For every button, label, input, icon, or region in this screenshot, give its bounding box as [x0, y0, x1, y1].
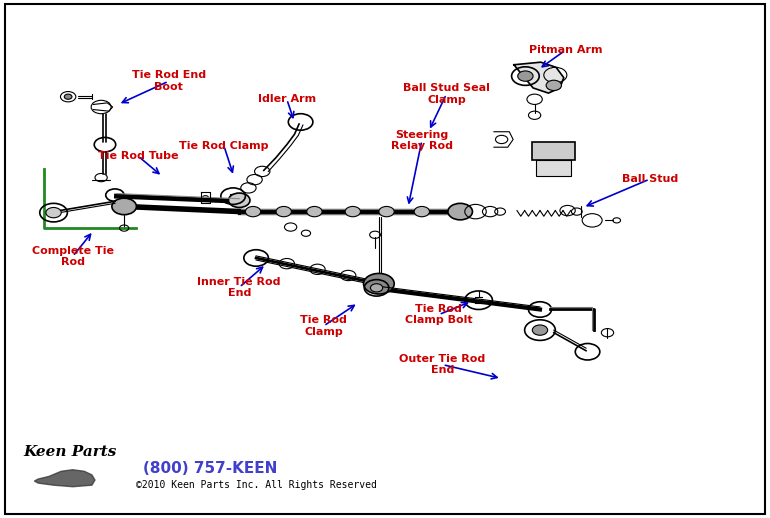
Polygon shape [514, 62, 564, 93]
Text: Tie Rod
Clamp: Tie Rod Clamp [300, 315, 347, 337]
Circle shape [379, 207, 394, 217]
Bar [536, 160, 571, 176]
Circle shape [65, 94, 72, 99]
Circle shape [246, 207, 261, 217]
Circle shape [306, 207, 322, 217]
Circle shape [276, 207, 291, 217]
Circle shape [345, 207, 360, 217]
Text: Pitman Arm: Pitman Arm [528, 46, 602, 55]
Circle shape [46, 208, 62, 218]
Text: (800) 757-KEEN: (800) 757-KEEN [143, 461, 278, 476]
Text: Inner Tie Rod
End: Inner Tie Rod End [197, 277, 281, 298]
Circle shape [370, 284, 383, 292]
Bar [532, 142, 574, 160]
Circle shape [546, 80, 561, 91]
Text: Complete Tie
Rod: Complete Tie Rod [32, 246, 114, 267]
Text: Keen Parts: Keen Parts [23, 445, 116, 459]
Circle shape [414, 207, 430, 217]
Circle shape [517, 71, 533, 81]
Circle shape [532, 325, 547, 335]
Text: Tie Rod
Clamp Bolt: Tie Rod Clamp Bolt [405, 304, 473, 325]
Circle shape [363, 274, 394, 294]
Text: Ball Stud: Ball Stud [621, 174, 678, 184]
Text: Ball Stud Seal
Clamp: Ball Stud Seal Clamp [403, 83, 490, 105]
Text: Tie Rod Tube: Tie Rod Tube [98, 151, 178, 161]
Text: Tie Rod End
Boot: Tie Rod End Boot [132, 70, 206, 92]
Text: Idler Arm: Idler Arm [258, 94, 316, 104]
Text: Steering
Relay Rod: Steering Relay Rod [391, 130, 453, 151]
Polygon shape [35, 470, 95, 487]
Text: Tie Rod Clamp: Tie Rod Clamp [179, 141, 269, 151]
Circle shape [229, 193, 250, 208]
Circle shape [448, 204, 473, 220]
Text: Outer Tie Rod
End: Outer Tie Rod End [400, 354, 486, 376]
Circle shape [112, 198, 136, 214]
Text: ©2010 Keen Parts Inc. All Rights Reserved: ©2010 Keen Parts Inc. All Rights Reserve… [136, 480, 377, 490]
